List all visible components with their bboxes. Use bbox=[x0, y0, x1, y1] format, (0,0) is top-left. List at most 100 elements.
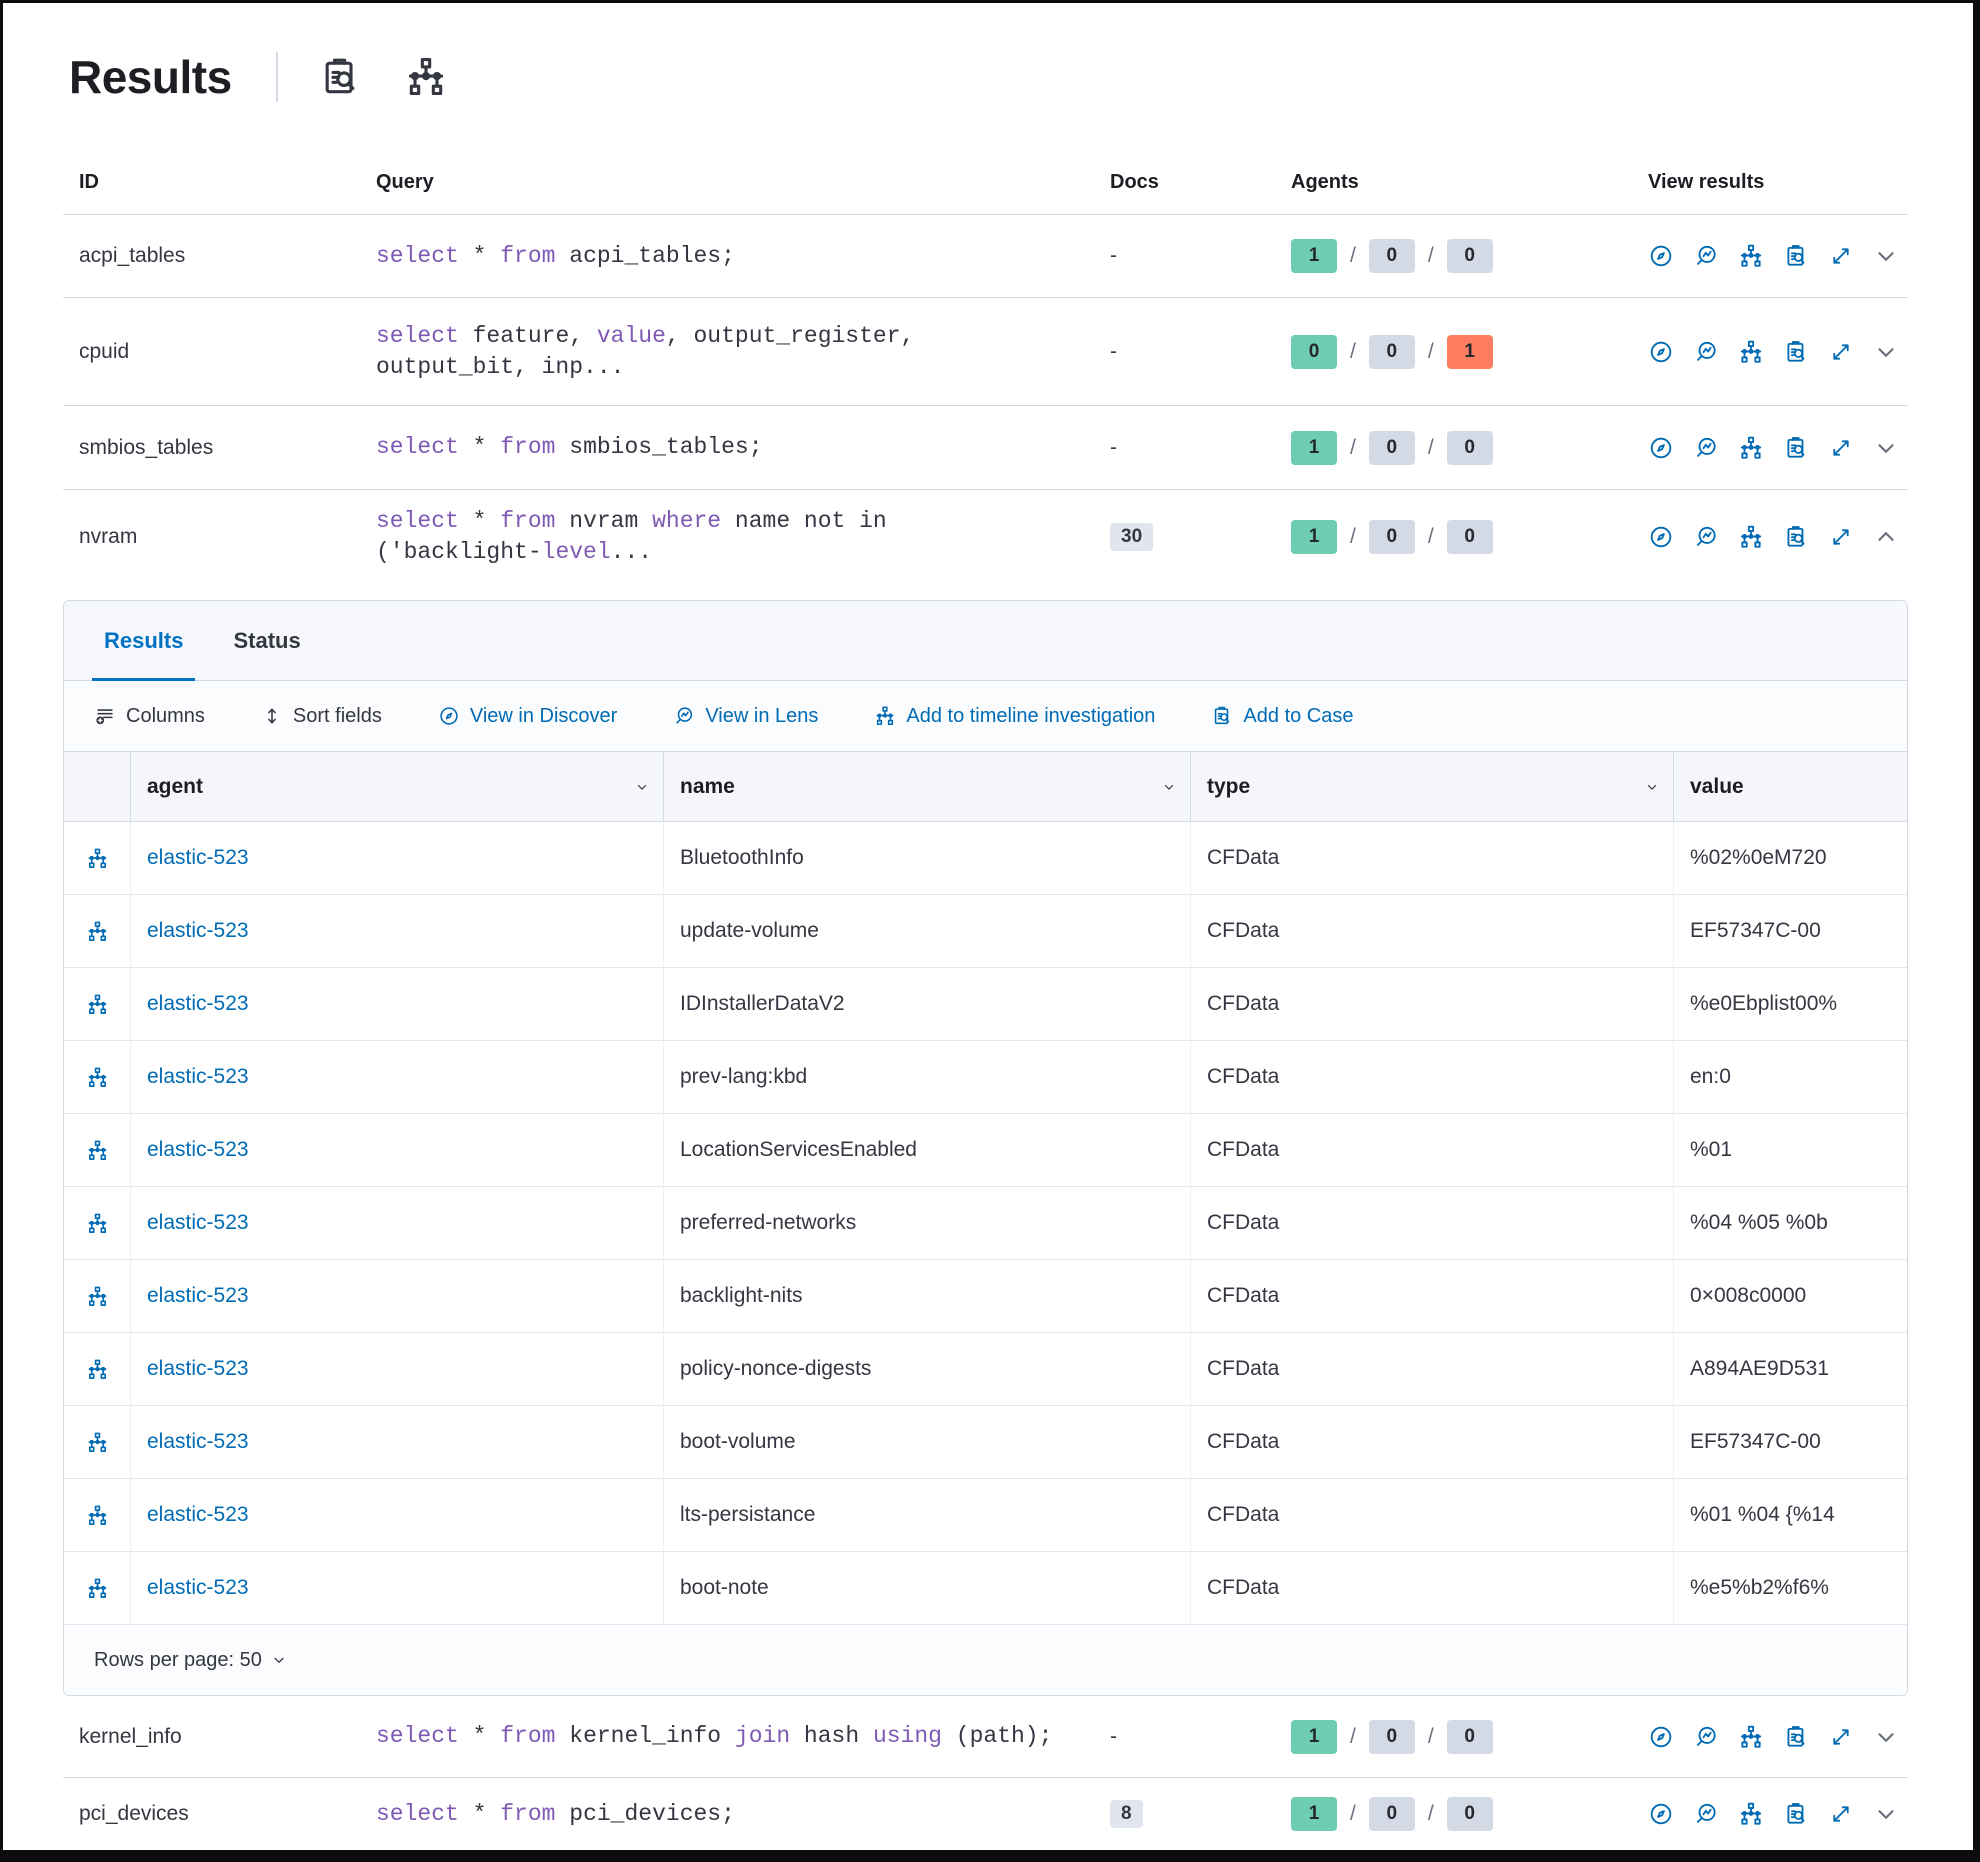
add-to-case-icon[interactable] bbox=[1783, 1724, 1809, 1750]
expanded-results-panel: Results Status Columns Sort fields View in D… bbox=[63, 600, 1908, 1696]
add-to-timeline-icon[interactable] bbox=[1738, 435, 1764, 461]
add-to-case-icon[interactable] bbox=[1783, 339, 1809, 365]
toggle-expand-icon[interactable] bbox=[1873, 339, 1899, 365]
grid-header-agent[interactable]: agent bbox=[131, 752, 664, 821]
agent-link[interactable]: elastic-523 bbox=[147, 1065, 249, 1088]
view-details-icon-button[interactable] bbox=[86, 847, 109, 870]
add-to-timeline-icon[interactable] bbox=[1738, 1801, 1764, 1827]
add-to-case-button[interactable]: Add to Case bbox=[1205, 704, 1359, 729]
view-details-icon-button[interactable] bbox=[86, 1285, 109, 1308]
view-details-icon-button[interactable] bbox=[86, 1139, 109, 1162]
agent-pending-badge: 0 bbox=[1368, 334, 1415, 369]
add-to-case-icon[interactable] bbox=[1783, 1801, 1809, 1827]
grid-header-type[interactable]: type bbox=[1191, 752, 1674, 821]
view-details-icon-button[interactable] bbox=[86, 920, 109, 943]
view-in-discover-icon[interactable] bbox=[1648, 1724, 1674, 1750]
toggle-expand-icon[interactable] bbox=[1873, 243, 1899, 269]
add-to-timeline-icon[interactable] bbox=[1738, 524, 1764, 550]
hierarchy-icon-button[interactable] bbox=[404, 55, 448, 99]
expand-results-icon[interactable] bbox=[1828, 1801, 1854, 1827]
view-in-lens-icon[interactable] bbox=[1693, 339, 1719, 365]
expand-results-icon[interactable] bbox=[1828, 435, 1854, 461]
agent-link[interactable]: elastic-523 bbox=[147, 1430, 249, 1453]
view-in-discover-icon[interactable] bbox=[1648, 435, 1674, 461]
query-row-acpi_tables: acpi_tables select * from acpi_tables; - 1 /… bbox=[63, 215, 1908, 298]
view-in-lens-icon[interactable] bbox=[1693, 243, 1719, 269]
agent-link[interactable]: elastic-523 bbox=[147, 1503, 249, 1526]
add-to-timeline-icon[interactable] bbox=[1738, 243, 1764, 269]
grid-header-agent-label: agent bbox=[147, 774, 204, 798]
view-details-icon-button[interactable] bbox=[86, 1358, 109, 1381]
agent-success-badge: 1 bbox=[1291, 519, 1337, 554]
view-in-discover-icon[interactable] bbox=[1648, 1801, 1674, 1827]
grid-row: elastic-523 backlight-nits CFData 0×008c000… bbox=[64, 1260, 1907, 1333]
tab-results[interactable]: Results bbox=[92, 601, 196, 681]
type-cell: CFData bbox=[1191, 895, 1674, 967]
name-cell: policy-nonce-digests bbox=[664, 1333, 1191, 1405]
view-in-lens-icon[interactable] bbox=[1693, 1724, 1719, 1750]
agent-link[interactable]: elastic-523 bbox=[147, 1576, 249, 1599]
toggle-expand-icon[interactable] bbox=[1873, 1801, 1899, 1827]
hierarchy-icon bbox=[1738, 1801, 1764, 1827]
toggle-expand-icon[interactable] bbox=[1873, 1724, 1899, 1750]
hierarchy-icon bbox=[86, 1577, 109, 1600]
expand-results-icon[interactable] bbox=[1828, 1724, 1854, 1750]
discover-icon bbox=[1648, 1724, 1674, 1750]
view-in-lens-icon[interactable] bbox=[1693, 1801, 1719, 1827]
view-details-icon-button[interactable] bbox=[86, 1577, 109, 1600]
clipboard-search-icon-button[interactable] bbox=[318, 55, 362, 99]
view-in-lens-icon[interactable] bbox=[1693, 524, 1719, 550]
agent-link[interactable]: elastic-523 bbox=[147, 919, 249, 942]
add-to-timeline-icon[interactable] bbox=[1738, 339, 1764, 365]
view-in-discover-button[interactable]: View in Discover bbox=[432, 704, 623, 729]
discover-icon bbox=[1648, 435, 1674, 461]
expand-results-icon[interactable] bbox=[1828, 524, 1854, 550]
query-sql-text: select * from acpi_tables; bbox=[376, 242, 735, 269]
docs-count: 8 bbox=[1100, 1800, 1281, 1828]
toggle-expand-icon[interactable] bbox=[1873, 435, 1899, 461]
grid-row-icon-cell bbox=[64, 1479, 131, 1551]
view-in-lens-button[interactable]: View in Lens bbox=[667, 704, 824, 729]
view-in-discover-icon[interactable] bbox=[1648, 524, 1674, 550]
sort-fields-button[interactable]: Sort fields bbox=[255, 704, 388, 729]
view-details-icon-button[interactable] bbox=[86, 1431, 109, 1454]
add-to-case-icon[interactable] bbox=[1783, 524, 1809, 550]
rows-per-page-button[interactable]: Rows per page: 50 bbox=[88, 1648, 293, 1673]
agent-link[interactable]: elastic-523 bbox=[147, 1357, 249, 1380]
expand-icon bbox=[1828, 524, 1854, 550]
view-in-discover-icon[interactable] bbox=[1648, 339, 1674, 365]
column-header-docs: Docs bbox=[1110, 171, 1159, 193]
query-row-pci_devices: pci_devices select * from pci_devices; 8 1 /… bbox=[63, 1778, 1908, 1850]
view-details-icon-button[interactable] bbox=[86, 1504, 109, 1527]
columns-button[interactable]: Columns bbox=[88, 704, 211, 729]
tab-status[interactable]: Status bbox=[221, 601, 312, 680]
view-details-icon-button[interactable] bbox=[86, 993, 109, 1016]
view-in-lens-label: View in Lens bbox=[705, 704, 819, 727]
agent-link[interactable]: elastic-523 bbox=[147, 1284, 249, 1307]
hierarchy-icon bbox=[86, 1212, 109, 1235]
type-cell: CFData bbox=[1191, 1187, 1674, 1259]
expand-results-icon[interactable] bbox=[1828, 243, 1854, 269]
add-to-case-icon[interactable] bbox=[1783, 243, 1809, 269]
agent-link[interactable]: elastic-523 bbox=[147, 1211, 249, 1234]
expand-icon bbox=[1828, 1724, 1854, 1750]
view-details-icon-button[interactable] bbox=[86, 1066, 109, 1089]
query-sql-text: select * from kernel_info join hash usin… bbox=[376, 1723, 1053, 1749]
add-to-case-icon[interactable] bbox=[1783, 435, 1809, 461]
grid-row: elastic-523 BluetoothInfo CFData %02%0eM720 bbox=[64, 822, 1907, 895]
agents-separator: / bbox=[1427, 1724, 1434, 1748]
expand-results-icon[interactable] bbox=[1828, 339, 1854, 365]
toggle-expand-icon[interactable] bbox=[1873, 524, 1899, 550]
view-details-icon-button[interactable] bbox=[86, 1212, 109, 1235]
agent-link[interactable]: elastic-523 bbox=[147, 1138, 249, 1161]
grid-header-name[interactable]: name bbox=[664, 752, 1191, 821]
view-in-discover-icon[interactable] bbox=[1648, 243, 1674, 269]
add-to-timeline-icon[interactable] bbox=[1738, 1724, 1764, 1750]
hierarchy-icon bbox=[86, 1285, 109, 1308]
agent-link[interactable]: elastic-523 bbox=[147, 992, 249, 1015]
type-cell: CFData bbox=[1191, 1041, 1674, 1113]
query-id: pci_devices bbox=[79, 1802, 189, 1825]
view-in-lens-icon[interactable] bbox=[1693, 435, 1719, 461]
agent-link[interactable]: elastic-523 bbox=[147, 846, 249, 869]
add-to-timeline-investigation-button[interactable]: Add to timeline investigation bbox=[868, 704, 1161, 729]
